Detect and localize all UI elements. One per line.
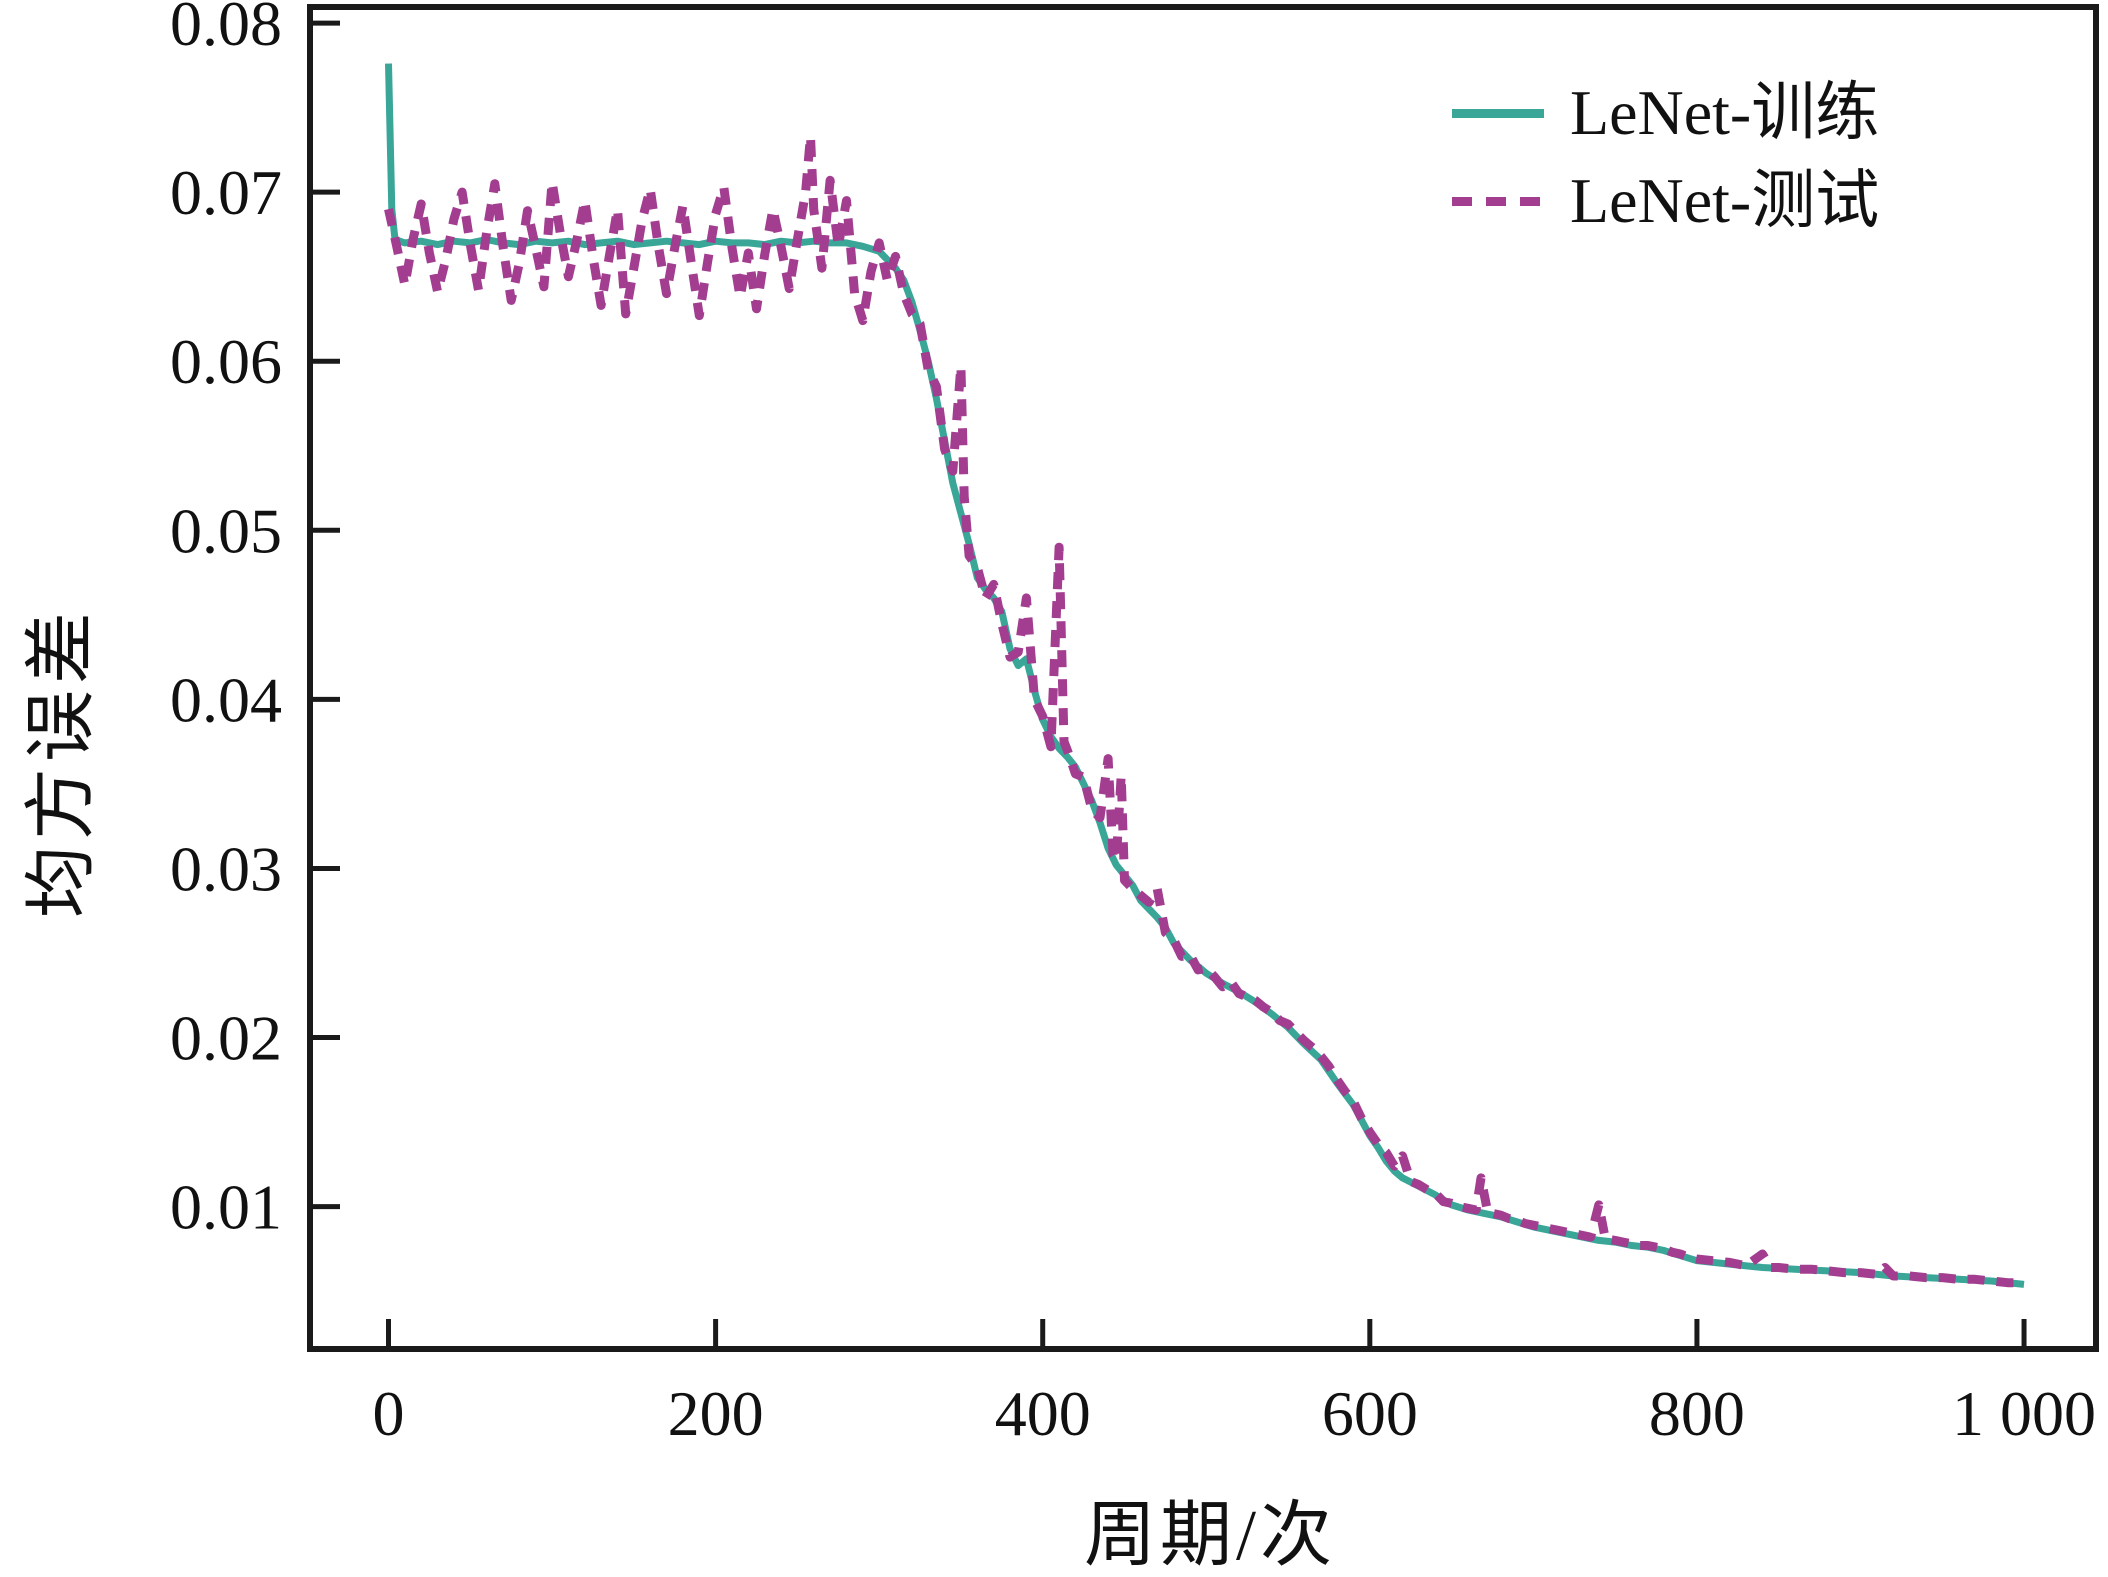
x-tick-label: 800 [1649, 1378, 1745, 1449]
test-series-line [384, 131, 2024, 1288]
y-tick-label: 0.02 [170, 1003, 282, 1074]
legend-item-train: LeNet-训练 [1452, 77, 1880, 148]
y-tick-label: 0.08 [170, 0, 282, 59]
series-lines [384, 63, 2025, 1288]
legend-label-test: LeNet-测试 [1570, 165, 1880, 236]
x-axis-title: 周期/次 [1083, 1495, 1337, 1576]
train-series-line [385, 63, 2025, 1288]
legend: LeNet-训练 LeNet-测试 [1452, 77, 1880, 236]
y-tick-label: 0.04 [170, 664, 282, 735]
x-tick-label: 600 [1322, 1378, 1418, 1449]
y-tick-label: 0.03 [170, 833, 282, 904]
test-line-swatch [1452, 196, 1544, 206]
axis-tick-labels: 0 200 400 600 800 1 000 0.01 0.02 0.03 0.04 0.05 0.… [170, 0, 2096, 1449]
legend-label-train: LeNet-训练 [1570, 77, 1880, 148]
x-tick-label: 200 [668, 1378, 764, 1449]
x-tick-label: 400 [995, 1378, 1091, 1449]
plot-box-spines [307, 4, 2099, 1352]
y-tick-label: 0.07 [170, 157, 282, 228]
plot-area [307, 4, 2099, 1352]
train-line-swatch [1452, 108, 1544, 118]
y-tick-label: 0.01 [170, 1172, 282, 1243]
legend-item-test: LeNet-测试 [1452, 165, 1880, 236]
x-tick-label: 1 000 [1952, 1378, 2096, 1449]
y-tick-label: 0.06 [170, 326, 282, 397]
axis-ticks [310, 20, 2027, 1349]
y-tick-label: 0.05 [170, 495, 282, 566]
x-tick-label: 0 [373, 1378, 405, 1449]
y-axis-title: 均方误差 [21, 605, 102, 919]
